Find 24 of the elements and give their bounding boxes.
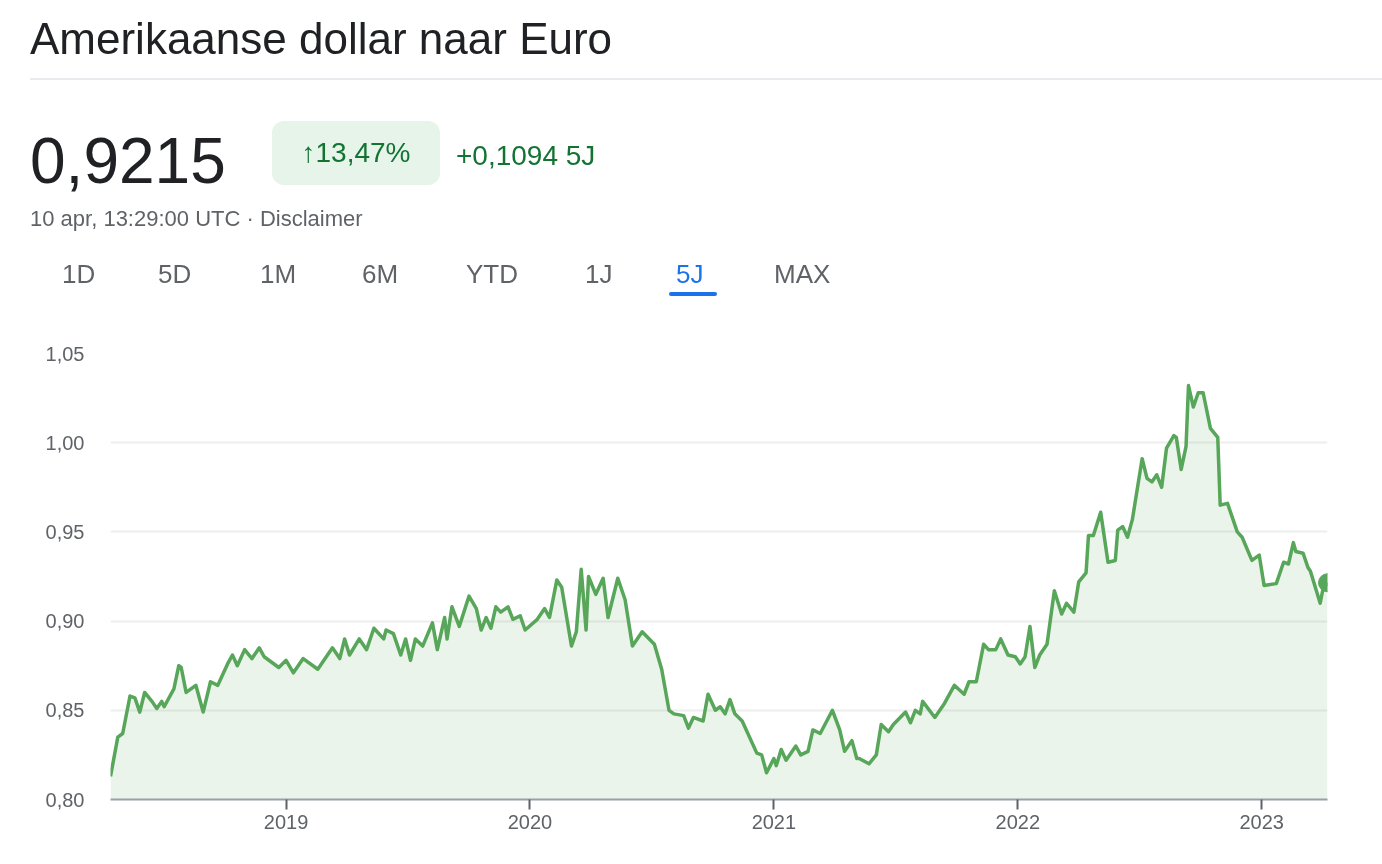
x-tick-label: 2023: [1239, 810, 1284, 833]
text: 5D: [158, 258, 192, 291]
y-tick-label: 1,05: [45, 342, 85, 365]
x-tick-label: 2019: [263, 810, 309, 833]
y-tick-label: 0,95: [45, 520, 85, 543]
chart-title: Amerikaanse dollar naar Euro: [30, 13, 613, 65]
text: MAX: [774, 258, 831, 291]
text: 0,9215: [30, 124, 226, 199]
y-tick-label: 0,85: [45, 699, 85, 722]
y-tick-label: 1,00: [45, 431, 85, 454]
x-tick-label: 2020: [507, 810, 553, 833]
x-tick-label: 2022: [995, 810, 1041, 833]
y-tick-label: 0,80: [45, 788, 85, 811]
text: 1M: [260, 258, 297, 291]
text: +0,1094 5J: [456, 139, 596, 173]
text: 6M: [362, 258, 399, 291]
text: 10 apr, 13:29:00 UTC · Disclaimer: [30, 205, 363, 233]
text: 5J: [676, 258, 704, 291]
text: YTD: [466, 258, 518, 291]
y-tick-label: 0,90: [45, 610, 85, 633]
text: 1J: [585, 258, 613, 291]
x-tick-label: 2021: [751, 810, 797, 833]
text: ↑13,47%: [272, 121, 440, 185]
text: 1D: [62, 258, 96, 291]
